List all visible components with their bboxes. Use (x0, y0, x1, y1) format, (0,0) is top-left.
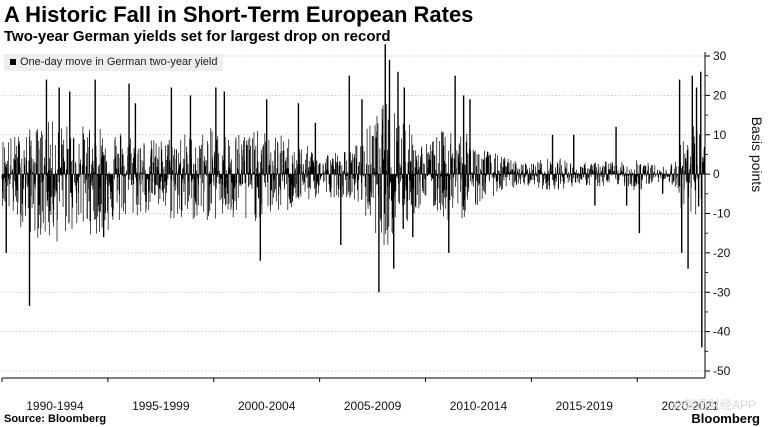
legend-label: One-day move in German two-year yield (20, 56, 218, 68)
source-note: Source: Bloomberg (4, 413, 107, 425)
y-tick-label: -10 (713, 207, 731, 221)
legend: One-day move in German two-year yield (4, 54, 224, 71)
bars-layer (1, 44, 706, 348)
legend-swatch (10, 59, 16, 65)
x-tick-label: 2010-2014 (450, 399, 508, 413)
y-tick-label: 10 (713, 128, 727, 142)
y-tick-label: 20 (713, 88, 727, 102)
axis-layer: 30 20 10 0 -10 -20 -30 -40 -50 1990-1994 1995-1999… (1, 49, 765, 413)
chart-subtitle: Two-year German yields set for largest d… (4, 28, 391, 45)
series-moves (1, 104, 706, 246)
chart-title: A Historic Fall in Short-Term European R… (4, 2, 474, 27)
watermark: @智通财经APP (671, 398, 756, 412)
y-tick-label: -40 (713, 325, 731, 339)
x-tick-label: 2005-2009 (344, 399, 402, 413)
y-tick-label: -50 (713, 364, 731, 378)
x-tick-label: 2015-2019 (556, 399, 614, 413)
x-tick-label: 2000-2004 (238, 399, 296, 413)
x-tick-label: 1995-1999 (132, 399, 190, 413)
y-tick-label: 0 (713, 167, 720, 181)
y-tick-label: 30 (713, 49, 727, 63)
y-tick-label: -30 (713, 285, 731, 299)
y-axis-label: Basis points (749, 117, 765, 192)
x-tick-label: 2020-2021 (661, 399, 719, 413)
grid-layer (2, 55, 705, 372)
brand-logo: Bloomberg (691, 411, 760, 426)
y-tick-label: -20 (713, 246, 731, 260)
x-tick-label: 1990-1994 (26, 399, 84, 413)
